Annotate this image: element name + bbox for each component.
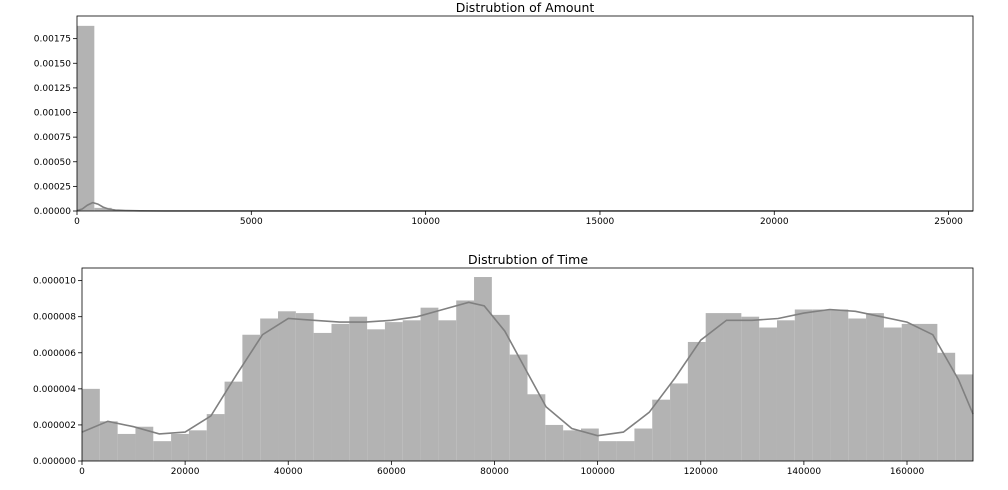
time-bar-25	[527, 394, 546, 461]
time-bar-36	[723, 313, 742, 461]
time-bar-14	[331, 323, 350, 461]
time-bar-31	[634, 428, 653, 461]
time-xtick-label: 80000	[480, 467, 509, 477]
amount-y-axis: 0.00000 0.00025 0.00050 0.00075 0.00100 0.001…	[34, 35, 77, 217]
amount-bar-0	[77, 25, 95, 212]
time-bar-17	[384, 322, 403, 461]
time-bar-30	[616, 441, 635, 461]
time-bar-29	[598, 441, 617, 461]
time-chart-title: Distrubtion of Time	[468, 252, 588, 267]
time-bar-32	[652, 399, 671, 461]
time-bar-23	[491, 314, 510, 461]
amount-ytick-label: 0.00150	[34, 59, 71, 69]
time-bar-28	[580, 428, 599, 461]
time-ytick-label: 0.000010	[33, 277, 76, 287]
time-bar-45	[883, 327, 902, 461]
amount-ytick-label: 0.00050	[34, 158, 71, 168]
time-kde-line	[81, 301, 974, 437]
amount-kde-line	[76, 201, 974, 212]
time-xtick-label: 100000	[580, 467, 615, 477]
time-bar-39	[776, 320, 795, 461]
time-ytick-label: 0.000006	[33, 349, 76, 359]
time-ytick-label: 0.000000	[33, 457, 76, 467]
amount-plot-frame	[76, 15, 974, 212]
time-xtick-label: 60000	[377, 467, 406, 477]
time-bar-48	[937, 352, 956, 461]
time-plot-frame	[81, 267, 974, 462]
amount-bar-1	[94, 207, 112, 211]
time-bar-4	[153, 441, 172, 461]
amount-ytick-label: 0.00175	[34, 35, 71, 45]
time-bar-16	[367, 329, 385, 461]
time-bar-10	[260, 318, 279, 461]
time-bar-0	[82, 388, 100, 461]
amount-panel: Distrubtion of Amount 0.000000.000250.00…	[34, 0, 974, 227]
time-bar-26	[545, 424, 564, 461]
amount-ytick-label: 0.00025	[34, 182, 71, 192]
time-bar-35	[705, 313, 724, 461]
time-bar-2	[117, 433, 136, 461]
time-bar-20	[438, 320, 457, 461]
time-bar-47	[919, 323, 938, 461]
time-bar-46	[901, 323, 920, 461]
time-bar-24	[509, 354, 528, 461]
time-bar-5	[171, 433, 189, 461]
time-bar-44	[866, 313, 884, 461]
time-bar-37	[741, 316, 760, 461]
amount-ytick-label: 0.00125	[34, 84, 71, 94]
time-bar-13	[313, 332, 332, 461]
time-xtick-label: 160000	[890, 467, 925, 477]
time-ytick-label: 0.000002	[33, 421, 76, 431]
amount-ytick-label: 0.00075	[34, 133, 71, 143]
time-ytick-label: 0.000008	[33, 313, 76, 323]
time-bar-7	[206, 414, 225, 461]
time-bar-19	[420, 307, 439, 461]
time-x-axis: 0 20000 40000 60000 80000 100000 120000 140000 1…	[79, 461, 924, 477]
time-bar-38	[759, 327, 777, 461]
amount-xtick-label: 10000	[411, 217, 440, 227]
time-panel: Distrubtion of Time 0.0000000.0000020.00…	[33, 252, 974, 477]
time-bar-27	[563, 430, 581, 461]
time-ytick-label: 0.000004	[33, 385, 76, 395]
amount-xtick-label: 0	[74, 217, 80, 227]
time-xtick-label: 0	[79, 467, 85, 477]
time-bar-41	[812, 309, 831, 461]
time-y-axis: 0.000000 0.000002 0.000004 0.000006 0.000008…	[33, 277, 82, 467]
time-bar-22	[474, 277, 492, 461]
time-xtick-label: 120000	[684, 467, 719, 477]
time-histogram-bars	[82, 277, 973, 461]
amount-xtick-label: 20000	[760, 217, 789, 227]
time-bar-1	[99, 421, 118, 461]
time-bar-18	[402, 320, 421, 461]
time-xtick-label: 20000	[171, 467, 200, 477]
time-xtick-label: 140000	[787, 467, 822, 477]
time-bar-11	[278, 311, 296, 461]
time-bar-21	[456, 300, 475, 461]
amount-ytick-label: 0.00000	[34, 207, 71, 217]
time-bar-8	[224, 381, 243, 461]
time-bar-34	[687, 341, 706, 461]
time-bar-33	[670, 383, 688, 461]
time-bar-9	[242, 334, 261, 461]
amount-x-axis: 0 5000 10000 15000 20000 25000	[74, 211, 963, 227]
time-xtick-label: 40000	[274, 467, 303, 477]
time-bar-42	[830, 309, 849, 461]
amount-histogram-bars	[77, 25, 164, 212]
amount-xtick-label: 15000	[586, 217, 615, 227]
time-bar-43	[848, 318, 867, 461]
amount-chart-title: Distrubtion of Amount	[456, 0, 595, 15]
time-bar-15	[349, 316, 368, 461]
amount-xtick-label: 25000	[934, 217, 963, 227]
time-bar-12	[295, 313, 314, 461]
amount-ytick-label: 0.00100	[34, 109, 71, 119]
time-bar-40	[794, 309, 813, 461]
time-bar-3	[135, 426, 154, 461]
amount-xtick-label: 5000	[240, 217, 263, 227]
time-bar-49	[955, 374, 973, 461]
time-bar-6	[188, 430, 207, 461]
